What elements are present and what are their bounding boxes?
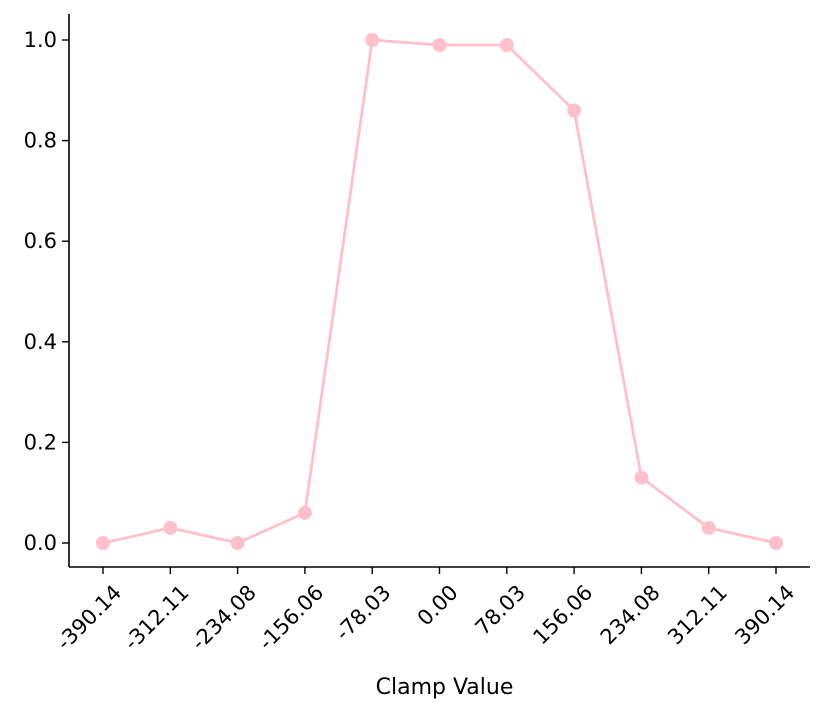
y-tick-label: 0.8 bbox=[24, 129, 57, 153]
x-tick-label: 234.08 bbox=[596, 580, 665, 649]
data-point bbox=[634, 470, 649, 485]
data-point bbox=[701, 520, 716, 535]
y-tick-label: 1.0 bbox=[24, 28, 57, 52]
data-point bbox=[432, 38, 447, 53]
series-layer bbox=[96, 33, 783, 550]
x-tick-label: 312.11 bbox=[663, 580, 732, 649]
y-tick-label: 0.6 bbox=[24, 229, 57, 253]
y-tick-label: 0.2 bbox=[24, 430, 57, 454]
data-point bbox=[96, 536, 110, 550]
y-tick-label: 0.4 bbox=[24, 330, 57, 354]
data-point bbox=[163, 520, 178, 535]
data-point bbox=[297, 505, 312, 520]
x-tick-label: 78.03 bbox=[471, 580, 530, 639]
x-tick-label: 156.06 bbox=[528, 580, 597, 649]
y-tick-label: 0.0 bbox=[24, 531, 57, 555]
x-tick-label: 0.00 bbox=[413, 580, 463, 630]
x-tick-label: 390.14 bbox=[730, 580, 799, 649]
y-axis-ticks: 0.0 0.2 0.4 0.6 0.8 1.0 bbox=[24, 28, 69, 555]
x-axis-ticks: -390.14-312.11-234.08-156.06 -78.03 0.00 78… bbox=[52, 567, 799, 655]
x-axis-title: Clamp Value bbox=[376, 675, 514, 700]
data-point bbox=[769, 536, 783, 550]
x-tick-label: -234.08 bbox=[187, 580, 261, 654]
series-line bbox=[102, 38, 777, 545]
data-point bbox=[567, 103, 582, 118]
data-point bbox=[365, 33, 380, 47]
data-point bbox=[499, 38, 514, 53]
x-tick-label: -156.06 bbox=[254, 580, 328, 654]
x-tick-label: -78.03 bbox=[331, 580, 396, 645]
x-tick-label: -312.11 bbox=[119, 580, 193, 654]
data-point bbox=[230, 536, 245, 550]
x-tick-label: -390.14 bbox=[52, 580, 126, 654]
